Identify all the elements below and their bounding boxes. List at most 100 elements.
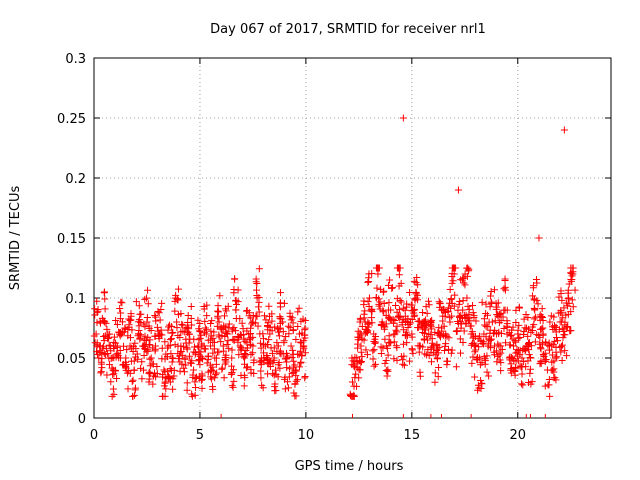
data-point: [539, 324, 547, 332]
data-point: [383, 344, 391, 352]
plot-frame: [93, 57, 612, 419]
data-point: [194, 343, 202, 351]
data-point: [383, 372, 391, 380]
data-point: [446, 286, 454, 294]
data-point: [392, 302, 400, 310]
data-point: [292, 367, 300, 375]
data-point: [502, 339, 510, 347]
data-point: [494, 340, 502, 348]
data-point: [213, 348, 221, 356]
data-point: [280, 337, 288, 345]
data-point: [469, 301, 477, 309]
data-point: [503, 306, 511, 314]
data-point: [210, 328, 218, 336]
data-point: [516, 333, 524, 341]
data-point: [94, 306, 102, 314]
data-point: [557, 342, 565, 350]
data-point: [463, 294, 471, 302]
data-point: [230, 366, 238, 374]
data-point: [512, 338, 520, 346]
data-point: [256, 339, 264, 347]
data-point: [434, 373, 442, 381]
data-point: [113, 320, 121, 328]
data-point: [365, 294, 373, 302]
data-point: [524, 332, 532, 340]
data-point: [157, 326, 165, 334]
data-point: [268, 349, 276, 357]
data-point: [412, 288, 420, 296]
data-point: [264, 355, 272, 363]
data-point: [483, 368, 491, 376]
data-point: [497, 349, 505, 357]
data-point: [423, 309, 431, 317]
data-point: [214, 308, 222, 316]
data-point: [500, 285, 508, 293]
data-point: [207, 342, 215, 350]
data-point: [563, 352, 571, 360]
data-point: [290, 389, 298, 397]
data-point: [147, 327, 155, 335]
data-point: [382, 311, 390, 319]
data-point: [275, 325, 283, 333]
data-point: [541, 349, 549, 357]
data-point: [145, 378, 153, 386]
data-point: [390, 355, 398, 363]
data-point: [256, 358, 264, 366]
data-point: [461, 281, 469, 289]
data-point: [521, 347, 529, 355]
data-point: [554, 337, 562, 345]
data-point: [415, 348, 423, 356]
data-point: [364, 320, 372, 328]
data-point: [282, 332, 290, 340]
data-point: [144, 300, 152, 308]
data-point: [485, 372, 493, 380]
data-point: [521, 324, 529, 332]
data-point: [158, 299, 166, 307]
data-point: [368, 314, 376, 322]
data-point: [112, 367, 120, 375]
data-point: [222, 307, 230, 315]
data-point: [419, 343, 427, 351]
data-point: [472, 317, 480, 325]
data-point: [382, 320, 390, 328]
data-point: [198, 376, 206, 384]
data-point: [223, 341, 231, 349]
data-point: [209, 385, 217, 393]
data-point: [390, 338, 398, 346]
data-point: [487, 344, 495, 352]
data-point: [172, 291, 180, 299]
data-point: [414, 317, 422, 325]
data-point: [247, 324, 255, 332]
data-point: [137, 331, 145, 339]
data-point: [131, 384, 139, 392]
data-point: [401, 312, 409, 320]
data-point: [170, 372, 178, 380]
data-point: [177, 310, 185, 318]
data-point: [492, 299, 500, 307]
data-point: [455, 300, 463, 308]
data-point: [152, 373, 160, 381]
data-point: [428, 335, 436, 343]
data-point: [534, 300, 542, 308]
data-point: [218, 364, 226, 372]
data-point: [103, 349, 111, 357]
data-point: [399, 114, 407, 122]
data-point: [129, 376, 137, 384]
data-point: [541, 382, 549, 390]
data-point: [501, 277, 509, 285]
data-point: [447, 295, 455, 303]
data-point: [406, 319, 414, 327]
data-point: [553, 353, 561, 361]
data-point: [474, 356, 482, 364]
data-point: [185, 339, 193, 347]
data-point: [393, 295, 401, 303]
data-point: [520, 315, 528, 323]
data-point: [446, 314, 454, 322]
data-point: [176, 358, 184, 366]
data-point: [164, 368, 172, 376]
data-point: [208, 317, 216, 325]
data-point: [495, 328, 503, 336]
data-point: [436, 331, 444, 339]
data-point: [138, 375, 146, 383]
data-point: [559, 325, 567, 333]
